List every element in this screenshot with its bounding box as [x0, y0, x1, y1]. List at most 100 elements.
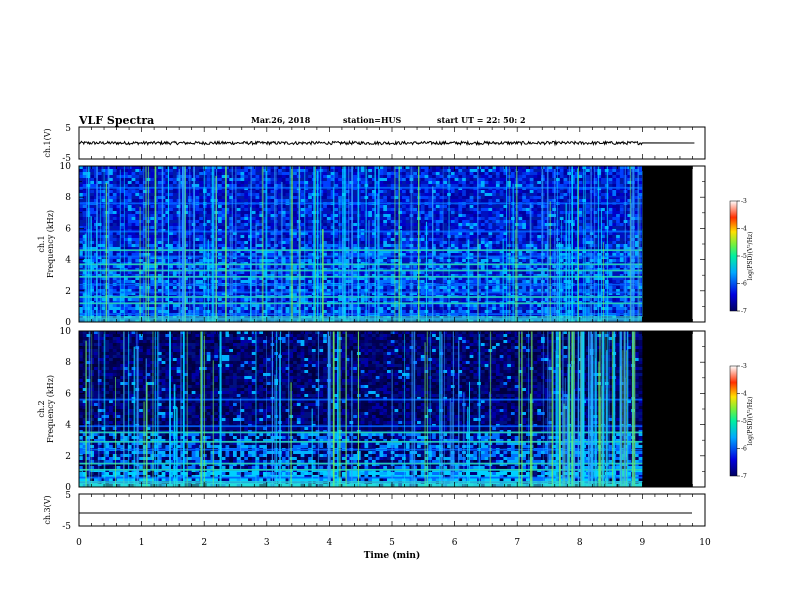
spectrogram-pixel	[495, 208, 501, 212]
spectrogram-pixel	[473, 166, 478, 170]
spectrogram-pixel	[142, 247, 148, 251]
spectrogram-pixel	[371, 232, 377, 236]
spectrogram-pixel	[240, 214, 245, 218]
spectrogram-pixel	[270, 259, 275, 263]
spectrogram-pixel	[293, 196, 298, 200]
spectrogram-pixel	[593, 205, 598, 209]
spectrogram-pixel	[589, 214, 594, 218]
spectrogram-pixel	[548, 190, 553, 194]
spectrogram-pixel	[157, 217, 163, 221]
spectrogram-pixel	[79, 244, 84, 248]
spectrogram-pixel	[612, 235, 617, 239]
spectrogram-pixel	[533, 193, 538, 197]
spectrogram-pixel	[383, 223, 388, 227]
spectrogram-pixel	[248, 178, 253, 182]
spectrogram-pixel	[304, 166, 309, 170]
spectrogram-pixel	[424, 178, 429, 182]
spectrogram-pixel	[345, 241, 350, 245]
spectrogram-pixel	[390, 235, 395, 239]
spectrogram-pixel	[120, 232, 125, 236]
spectrogram-pixel	[574, 193, 579, 197]
spectrogram-pixel	[255, 238, 260, 242]
spectrogram-pixel	[495, 181, 501, 185]
spectrogram-pixel	[293, 217, 298, 221]
spectrogram-pixel	[495, 193, 501, 197]
spectrogram-pixel	[240, 190, 245, 194]
spectrogram-pixel	[379, 259, 384, 263]
spectrogram-pixel	[221, 205, 226, 209]
spectrogram-pixel	[593, 232, 598, 236]
spectrogram-pixel	[473, 244, 478, 248]
spectrogram-pixel	[589, 199, 594, 203]
spectrogram-pixel	[105, 184, 110, 188]
spectrogram-pixel	[184, 235, 189, 239]
spectrogram-pixel	[308, 259, 313, 263]
spectrogram-pixel	[345, 247, 350, 251]
spectrogram-pixel	[131, 244, 136, 248]
spectrogram-pixel	[634, 235, 640, 239]
spectrogram-pixel	[338, 259, 343, 263]
spectrogram-pixel	[413, 208, 418, 212]
spectrogram-pixel	[556, 196, 561, 200]
spectrogram-pixel	[326, 199, 332, 203]
spectrogram-pixel	[454, 223, 459, 227]
spectrogram-pixel	[454, 235, 459, 239]
spectrogram-pixel	[120, 214, 125, 218]
spectrogram-pixel	[172, 265, 178, 269]
spectrogram-pixel	[244, 169, 249, 173]
spectrogram-pixel	[308, 190, 313, 194]
spectrogram-pixel	[105, 217, 110, 221]
spectrogram-pixel	[465, 169, 471, 173]
spectrogram-pixel	[544, 184, 549, 188]
spectrogram-pixel	[278, 166, 283, 170]
spectrogram-pixel	[161, 166, 166, 170]
spectrogram-pixel	[405, 256, 410, 260]
spectrogram-pixel	[495, 172, 501, 176]
spectrogram-pixel	[443, 238, 448, 242]
spectrogram-pixel	[529, 226, 534, 230]
spectrogram-pixel	[199, 232, 204, 236]
spectrogram-pixel	[248, 175, 253, 179]
spectrogram-pixel	[266, 223, 271, 227]
spectrogram-pixel	[206, 178, 211, 182]
spectrogram-pixel	[334, 217, 339, 221]
spectrogram-pixel	[79, 253, 84, 257]
spectrogram-pixel	[142, 175, 148, 179]
spectrogram-pixel	[285, 214, 290, 218]
spectrogram-pixel	[608, 208, 613, 212]
spectrogram-pixel	[308, 256, 313, 260]
spectrogram-pixel	[281, 244, 286, 248]
spectrogram-pixel	[413, 217, 418, 221]
spectrogram-pixel	[533, 199, 538, 203]
spectrogram-pixel	[589, 211, 594, 215]
spectrogram-pixel	[574, 211, 579, 215]
spectrogram-pixel	[522, 184, 527, 188]
spectrogram-pixel	[330, 205, 335, 209]
spectrogram-pixel	[522, 235, 527, 239]
spectrogram-pixel	[330, 226, 335, 230]
spectrogram-pixel	[319, 217, 324, 221]
spectrogram-pixel	[135, 190, 140, 194]
spectrogram-pixel	[525, 244, 531, 248]
spectrogram-pixel	[589, 238, 594, 242]
spectrogram-pixel	[469, 175, 474, 179]
spectrogram-pixel	[413, 256, 418, 260]
spectrogram-pixel	[619, 205, 625, 209]
spectrogram-pixel	[240, 172, 245, 176]
spectrogram-pixel	[533, 181, 538, 185]
spectrogram-pixel	[330, 223, 335, 227]
spectrogram-pixel	[157, 208, 163, 212]
spectrogram-pixel	[124, 256, 129, 260]
spectrogram-pixel	[473, 196, 478, 200]
spectrogram-pixel	[428, 223, 433, 227]
spectrogram-pixel	[217, 172, 223, 176]
spectrogram-pixel	[608, 211, 613, 215]
spectrogram-pixel	[601, 205, 606, 209]
spectrogram-pixel	[469, 247, 474, 251]
spectrogram-pixel	[477, 250, 482, 254]
spectrogram-pixel	[105, 199, 110, 203]
spectrogram-pixel	[518, 232, 523, 236]
spectrogram-pixel	[293, 169, 298, 173]
spectrogram-pixel	[601, 214, 606, 218]
spectrogram-pixel	[278, 184, 283, 188]
